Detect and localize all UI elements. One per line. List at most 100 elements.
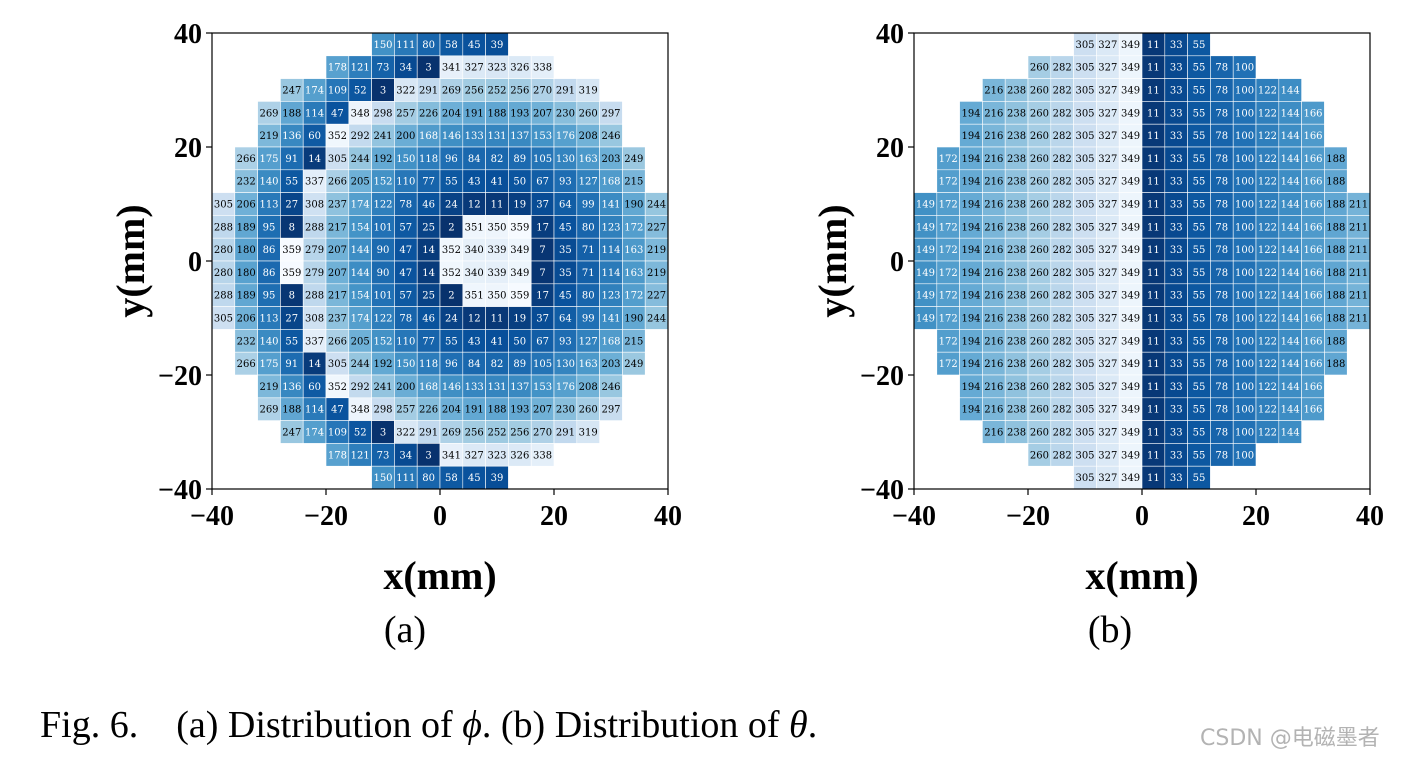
cell-value-label: 146 xyxy=(442,131,461,142)
cell-value-label: 188 xyxy=(1326,154,1345,165)
cell-value-label: 349 xyxy=(1121,63,1140,74)
cell-value-label: 58 xyxy=(445,473,458,484)
cell-value-label: 12 xyxy=(468,314,481,325)
cell-value-label: 114 xyxy=(305,405,324,416)
cell-value-label: 150 xyxy=(396,154,415,165)
cell-value-label: 238 xyxy=(1007,359,1026,370)
cell-value-label: 194 xyxy=(961,314,980,325)
cell-value-label: 297 xyxy=(601,108,620,119)
cell-value-label: 305 xyxy=(1075,177,1094,188)
cell-value-label: 322 xyxy=(396,86,415,97)
cell-value-label: 260 xyxy=(1030,268,1049,279)
cell-value-label: 260 xyxy=(1030,63,1049,74)
cell-value-label: 211 xyxy=(1349,222,1368,233)
cell-value-label: 144 xyxy=(1281,314,1300,325)
cell-value-label: 327 xyxy=(1098,405,1117,416)
cell-value-label: 238 xyxy=(1007,291,1026,302)
cell-value-label: 27 xyxy=(285,200,298,211)
cell-value-label: 172 xyxy=(939,222,958,233)
cell-value-label: 35 xyxy=(559,268,572,279)
cell-value-label: 194 xyxy=(961,245,980,256)
cell-value-label: 55 xyxy=(1193,177,1206,188)
cell-value-label: 130 xyxy=(556,359,575,370)
cell-value-label: 121 xyxy=(351,450,370,461)
cell-value-label: 122 xyxy=(1258,108,1277,119)
cell-value-label: 144 xyxy=(1281,268,1300,279)
cell-value-label: 150 xyxy=(396,359,415,370)
y-tick-label: 20 xyxy=(876,133,904,164)
cell-value-label: 266 xyxy=(237,359,256,370)
cell-value-label: 17 xyxy=(536,222,549,233)
cell-value-label: 34 xyxy=(399,63,412,74)
cell-value-label: 55 xyxy=(1193,40,1206,51)
cell-value-label: 168 xyxy=(419,382,438,393)
cell-value-label: 80 xyxy=(582,291,595,302)
cell-value-label: 256 xyxy=(510,428,529,439)
cell-value-label: 78 xyxy=(1215,359,1228,370)
cell-value-label: 11 xyxy=(1147,450,1160,461)
cell-value-label: 282 xyxy=(1053,86,1072,97)
cell-value-label: 305 xyxy=(1075,222,1094,233)
cell-value-label: 238 xyxy=(1007,200,1026,211)
heatmap-cell xyxy=(1324,351,1348,376)
cell-value-label: 188 xyxy=(1326,245,1345,256)
cell-value-label: 327 xyxy=(465,63,484,74)
cell-value-label: 55 xyxy=(445,177,458,188)
cell-value-label: 349 xyxy=(1121,314,1140,325)
cell-value-label: 46 xyxy=(422,200,435,211)
cell-value-label: 230 xyxy=(556,108,575,119)
x-tick-label: 20 xyxy=(540,501,568,532)
cell-value-label: 327 xyxy=(1098,359,1117,370)
cell-value-label: 238 xyxy=(1007,405,1026,416)
cell-value-label: 100 xyxy=(1235,291,1254,302)
cell-value-label: 232 xyxy=(237,336,256,347)
cell-value-label: 78 xyxy=(1215,336,1228,347)
cell-value-label: 349 xyxy=(1121,40,1140,51)
cell-value-label: 208 xyxy=(579,382,598,393)
cell-value-label: 282 xyxy=(1053,222,1072,233)
cell-value-label: 58 xyxy=(445,40,458,51)
cell-value-label: 33 xyxy=(1170,382,1183,393)
cell-value-label: 166 xyxy=(1303,108,1322,119)
panel-label: (b) xyxy=(1088,609,1132,651)
cell-value-label: 205 xyxy=(351,336,370,347)
cell-value-label: 257 xyxy=(396,405,415,416)
cell-value-label: 256 xyxy=(465,428,484,439)
cell-value-label: 174 xyxy=(305,428,324,439)
cell-value-label: 144 xyxy=(1281,336,1300,347)
cell-value-label: 55 xyxy=(1193,405,1206,416)
y-tick-label: 40 xyxy=(174,19,202,50)
cell-value-label: 282 xyxy=(1053,63,1072,74)
cell-value-label: 122 xyxy=(1258,222,1277,233)
cell-value-label: 144 xyxy=(1281,154,1300,165)
cell-value-label: 153 xyxy=(533,131,552,142)
cell-value-label: 55 xyxy=(1193,108,1206,119)
cell-value-label: 144 xyxy=(351,245,370,256)
x-tick-label: 40 xyxy=(1356,501,1384,532)
cell-value-label: 238 xyxy=(1007,222,1026,233)
cell-value-label: 279 xyxy=(305,268,324,279)
cell-value-label: 305 xyxy=(1075,405,1094,416)
cell-value-label: 327 xyxy=(1098,177,1117,188)
cell-value-label: 91 xyxy=(285,359,298,370)
cell-value-label: 349 xyxy=(510,268,529,279)
cell-value-label: 194 xyxy=(961,177,980,188)
cell-value-label: 166 xyxy=(1303,222,1322,233)
cell-value-label: 45 xyxy=(559,222,572,233)
y-axis-ticks: 40 20 0 −20 −40 xyxy=(158,19,212,506)
cell-value-label: 176 xyxy=(556,382,575,393)
cell-value-label: 154 xyxy=(351,222,370,233)
cell-value-label: 282 xyxy=(1053,200,1072,211)
cell-value-label: 2 xyxy=(448,222,454,233)
cell-value-label: 55 xyxy=(1193,450,1206,461)
cell-value-label: 269 xyxy=(259,108,278,119)
cell-value-label: 93 xyxy=(559,177,572,188)
cell-value-label: 78 xyxy=(1215,222,1228,233)
cell-value-label: 122 xyxy=(1258,177,1277,188)
y-tick-label: −20 xyxy=(158,361,202,392)
cell-value-label: 260 xyxy=(1030,336,1049,347)
cell-value-label: 118 xyxy=(419,359,438,370)
cell-value-label: 122 xyxy=(1258,314,1277,325)
cell-value-label: 327 xyxy=(1098,222,1117,233)
